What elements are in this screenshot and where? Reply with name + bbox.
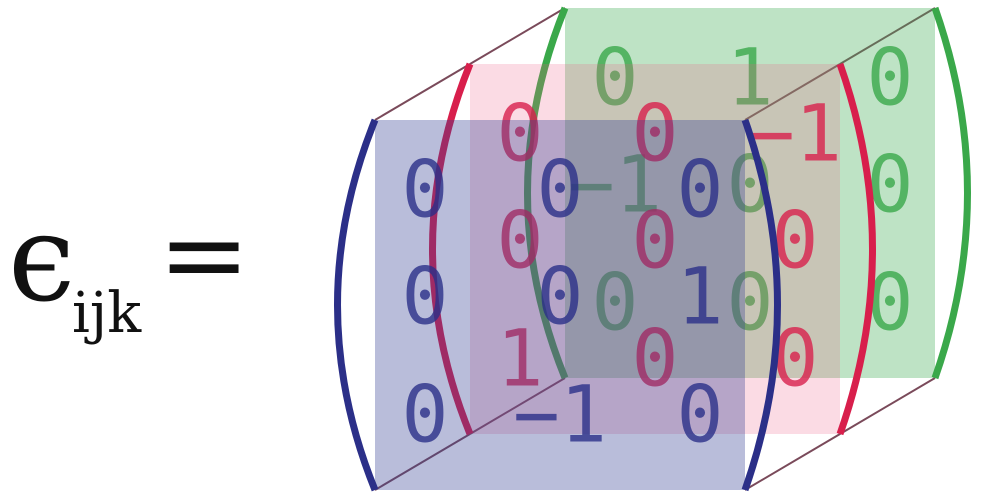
matrix-entry: 0 (402, 145, 449, 235)
matrix-entry: 0 (727, 258, 774, 348)
left-bracket (334, 118, 379, 492)
matrix-entry: 0 (537, 145, 584, 235)
depth-edge (839, 7, 936, 65)
matrix-entry: 0 (677, 370, 724, 460)
matrix-entry: 0 (497, 89, 544, 179)
right-bracket (741, 118, 781, 492)
matrix-entry: 0 (402, 370, 449, 460)
matrix-entry: 0 (632, 314, 679, 404)
depth-edge (744, 63, 841, 121)
matrix-entry: 0 (632, 89, 679, 179)
matrix-entry: 1 (677, 252, 724, 342)
matrix-entry: −1 (568, 140, 662, 230)
matrix-entry: 0 (867, 33, 914, 123)
matrix-entry: 1 (497, 314, 544, 404)
depth-edge (469, 7, 566, 65)
right-bracket (836, 62, 876, 436)
subscript: ijk (72, 281, 142, 346)
depth-edge (374, 433, 471, 491)
depth-edge (744, 433, 841, 491)
layer-plane (375, 120, 745, 490)
depth-edge (839, 377, 936, 435)
layer-plane (565, 8, 935, 378)
matrix-entry: −1 (513, 370, 607, 460)
matrix-entry: 0 (402, 252, 449, 342)
equals-sign: = (158, 190, 250, 318)
matrix-entry: 0 (592, 258, 639, 348)
matrix-entry: −1 (748, 89, 842, 179)
matrix-entry: 0 (537, 252, 584, 342)
matrix-entry: 0 (592, 33, 639, 123)
matrix-entry: 1 (727, 33, 774, 123)
left-bracket (524, 6, 569, 380)
layer-plane (470, 64, 840, 434)
matrix-entry: 0 (677, 145, 724, 235)
epsilon-symbol: ϵ (8, 190, 75, 329)
matrix-layer: 00−1000100 (429, 62, 876, 436)
matrix-entry: 0 (632, 196, 679, 286)
depth-edge (469, 377, 566, 435)
matrix-layer: 0 0 00 0 10 −1 0 (334, 118, 781, 492)
left-bracket (429, 62, 474, 436)
matrix-entry: 0 (497, 196, 544, 286)
depth-edge (374, 63, 471, 121)
right-bracket (931, 6, 971, 380)
